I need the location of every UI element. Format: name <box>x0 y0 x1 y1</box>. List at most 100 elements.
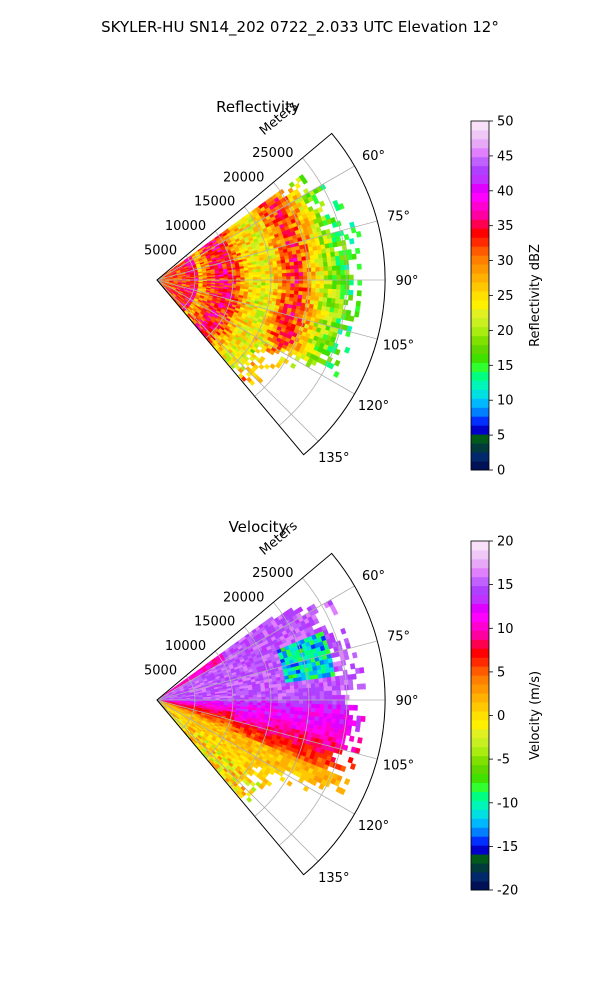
radar-cell <box>335 713 341 720</box>
radar-cell <box>336 279 342 286</box>
radar-cell <box>340 709 346 716</box>
colorbar-swatch <box>471 273 489 283</box>
radar-cell <box>290 699 296 704</box>
radar-cell <box>273 270 279 275</box>
radar-cell <box>315 288 321 294</box>
radar-cell <box>261 696 266 701</box>
radar-cell <box>347 714 354 721</box>
colorbar-swatch <box>471 684 489 694</box>
radar-cell <box>298 703 304 708</box>
radar-cell <box>302 684 308 689</box>
radar-cell <box>236 275 241 279</box>
radar-cell <box>340 704 346 711</box>
colorbar-swatch <box>471 219 489 229</box>
radar-cell <box>339 680 345 686</box>
radar-cell <box>334 723 340 730</box>
radar-cell <box>343 233 350 241</box>
colorbar-tick-label: 10 <box>497 622 514 637</box>
radar-cell <box>347 254 353 261</box>
radar-cell <box>307 275 312 281</box>
radar-cell <box>315 695 321 701</box>
radar-cell <box>330 256 337 262</box>
radar-cell <box>318 262 324 268</box>
colorbar-swatch <box>471 147 489 158</box>
radar-cell <box>331 260 337 267</box>
radar-cell <box>340 284 346 291</box>
radar-cell <box>265 699 271 704</box>
colorbar-swatch <box>471 371 489 381</box>
radar-cell <box>335 289 341 295</box>
radar-cell <box>323 266 329 272</box>
radar-cell <box>290 286 296 292</box>
radar-cell <box>323 275 329 281</box>
radar-cell <box>265 702 271 707</box>
radar-cell <box>302 695 308 701</box>
radar-cell <box>294 706 300 712</box>
radar-cell <box>319 279 325 285</box>
colorbar-swatch <box>471 541 489 551</box>
radar-cell <box>277 689 283 694</box>
radar-cell <box>356 715 362 722</box>
radar-cell <box>340 699 346 706</box>
radar-cell <box>307 283 312 289</box>
radar-cell <box>328 695 333 701</box>
radar-cell <box>273 690 279 695</box>
radar-cell <box>273 687 279 692</box>
radar-cell <box>298 684 304 690</box>
radar-cell <box>313 254 319 260</box>
range-tick-label: 10000 <box>165 219 206 234</box>
radar-cell <box>322 257 328 263</box>
colorbar-swatch <box>471 621 489 631</box>
colorbar-swatch <box>471 764 489 775</box>
radar-cell <box>281 266 287 271</box>
radar-cell <box>315 686 321 692</box>
radar-cell <box>294 276 300 281</box>
radar-cell <box>265 279 271 284</box>
radar-cell <box>294 286 300 292</box>
radar-cell <box>269 693 275 698</box>
radar-cell <box>321 301 328 308</box>
radar-cell <box>269 285 275 290</box>
radar-cell <box>252 274 258 278</box>
radar-cell <box>315 691 321 697</box>
radar-cell <box>294 703 300 708</box>
azimuth-tick-label: 120° <box>358 399 389 414</box>
colorbar-swatch <box>471 255 489 265</box>
radar-cell <box>309 254 315 261</box>
radar-cell <box>286 703 291 708</box>
colorbar-swatch <box>471 156 489 167</box>
radar-cell <box>277 266 283 271</box>
azimuth-tick-label: 135° <box>318 871 349 886</box>
radar-cell <box>273 696 279 701</box>
colorbar-swatch <box>471 818 489 828</box>
radar-cell <box>355 230 362 238</box>
radar-cell <box>277 693 283 698</box>
radar-cell <box>298 699 304 705</box>
radar-cell <box>269 270 275 275</box>
radar-cell <box>335 260 341 267</box>
radar-cell <box>285 286 291 291</box>
radar-cell <box>297 256 303 262</box>
radar-cell <box>277 269 283 274</box>
colorbar-swatch <box>471 389 489 399</box>
radar-cell <box>310 263 316 269</box>
colorbar-swatch <box>471 872 489 882</box>
colorbar-tick-label: 45 <box>497 149 514 164</box>
colorbar-swatch <box>471 264 489 274</box>
radar-cell <box>302 699 308 705</box>
colorbar-tick-label: 0 <box>497 464 505 479</box>
radar-cell <box>348 704 354 711</box>
radar-cell <box>323 261 329 268</box>
radar-cell <box>348 274 354 281</box>
radar-panel-2: Velocity500010000150002000025000Meters60… <box>144 518 543 899</box>
radar-cell <box>331 713 337 720</box>
radar-cell <box>334 255 341 262</box>
radar-cell <box>293 681 299 686</box>
radar-cell <box>290 279 296 284</box>
radar-cell <box>332 690 337 696</box>
radar-cell <box>339 714 345 720</box>
radar-cell <box>260 688 266 693</box>
colorbar-swatch <box>471 183 489 193</box>
radar-cell <box>348 735 355 742</box>
radar-cell <box>319 699 325 705</box>
